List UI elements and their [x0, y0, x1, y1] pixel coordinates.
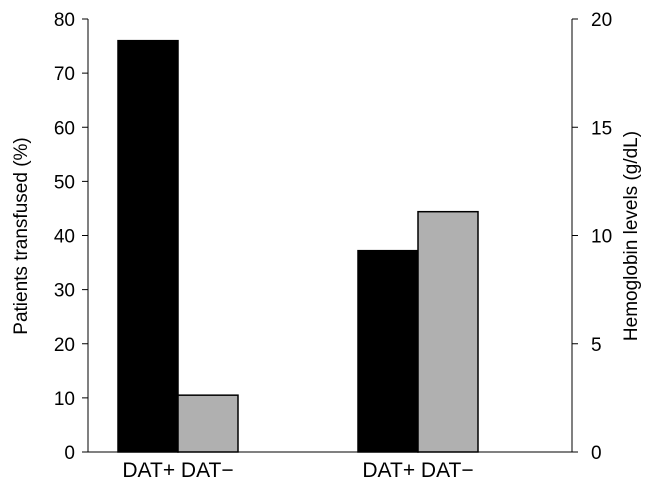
left-tick-label: 40	[54, 227, 75, 248]
left-tick-label: 70	[54, 64, 75, 85]
bar-1-1	[117, 39, 179, 453]
right-y-axis: 0 5 10 15 20	[571, 10, 612, 464]
left-y-axis-title: Patients transfused (%)	[11, 137, 32, 334]
x-axis: DAT+ DAT− DAT+ DAT−	[88, 451, 572, 482]
x-category-label: DAT+ DAT−	[122, 459, 233, 482]
bar-2-1	[357, 249, 419, 453]
bar-1-2	[177, 394, 239, 453]
right-tick-label: 20	[591, 10, 612, 31]
left-y-axis: 0 10 20 30 40 50 60 70 80	[54, 10, 89, 464]
right-tick-label: 10	[591, 227, 612, 248]
bars-group	[117, 39, 479, 453]
left-tick-label: 30	[54, 281, 75, 302]
left-tick-label: 20	[54, 335, 75, 356]
right-tick-label: 5	[591, 335, 602, 356]
x-category-label: DAT+ DAT−	[362, 459, 473, 482]
left-tick-label: 0	[64, 443, 75, 464]
bar-2-2	[417, 210, 479, 453]
right-tick-label: 0	[591, 443, 602, 464]
right-y-axis-title: Hemoglobin levels (g/dL)	[621, 131, 642, 341]
left-tick-label: 10	[54, 389, 75, 410]
left-tick-label: 50	[54, 172, 75, 193]
left-tick-label: 60	[54, 118, 75, 139]
right-tick-label: 15	[591, 118, 612, 139]
left-tick-label: 80	[54, 10, 75, 31]
